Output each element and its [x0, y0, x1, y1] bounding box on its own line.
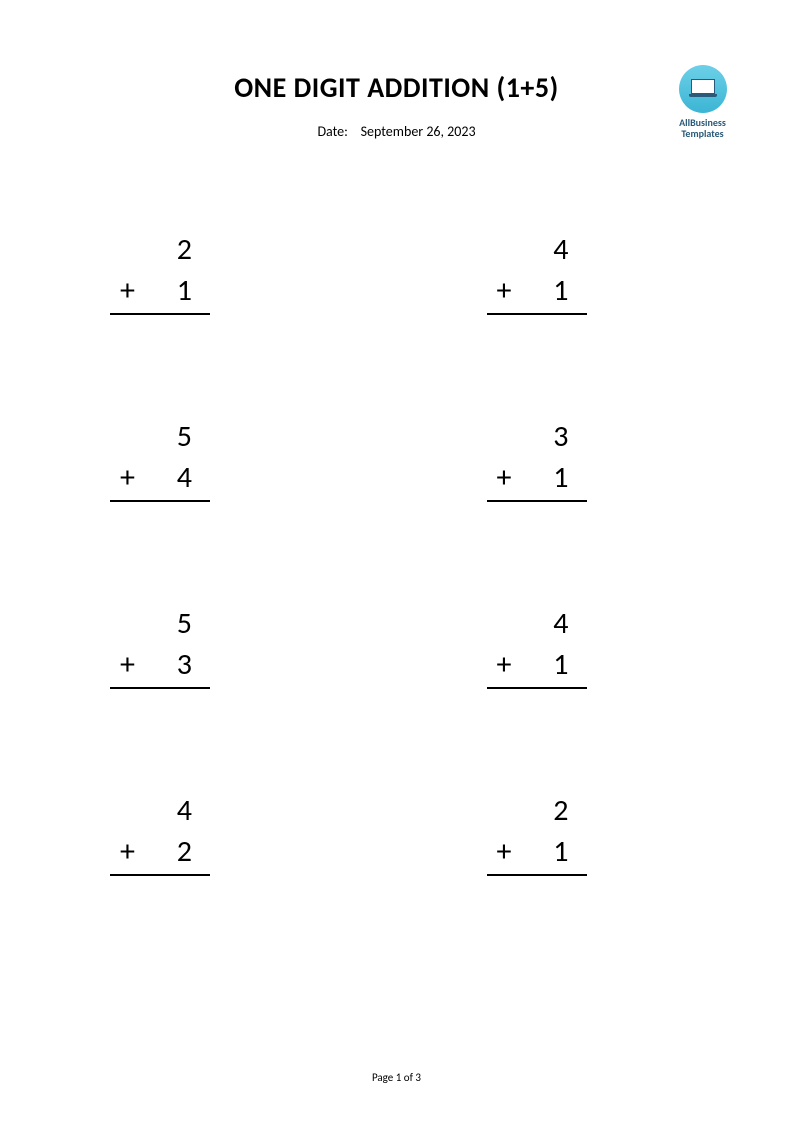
problem-bottom-row: +1: [110, 271, 210, 316]
plus-sign: +: [120, 832, 135, 873]
problem-bottom-number: 1: [511, 458, 568, 499]
problem-bottom-row: +3: [110, 645, 210, 690]
plus-sign: +: [120, 271, 135, 312]
problems-container: 2+14+15+43+15+34+14+22+1: [0, 140, 793, 876]
problem-bottom-number: 4: [135, 458, 192, 499]
problem-bottom-number: 1: [511, 271, 568, 312]
addition-problem: 3+1: [487, 417, 587, 502]
problem-top-number: 3: [487, 417, 587, 458]
addition-problem: 2+1: [487, 791, 587, 876]
logo-text: AllBusiness Templates: [660, 117, 745, 139]
problem-top-number: 2: [487, 791, 587, 832]
problem-top-number: 4: [487, 230, 587, 271]
page-footer: Page 1 of 3: [0, 1071, 793, 1084]
problem-top-number: 4: [487, 604, 587, 645]
plus-sign: +: [497, 832, 512, 873]
problem-bottom-row: +1: [487, 271, 587, 316]
problem-bottom-row: +1: [487, 832, 587, 877]
problem-top-number: 4: [110, 791, 210, 832]
addition-problem: 2+1: [110, 230, 210, 315]
plus-sign: +: [120, 458, 135, 499]
date-value: September 26, 2023: [361, 123, 476, 140]
problem-bottom-number: 2: [135, 832, 192, 873]
date-label: Date:: [317, 123, 347, 140]
problem-top-number: 5: [110, 417, 210, 458]
problem-bottom-number: 1: [135, 271, 192, 312]
plus-sign: +: [497, 271, 512, 312]
logo-circle-icon: [679, 65, 727, 113]
problem-bottom-row: +2: [110, 832, 210, 877]
plus-sign: +: [497, 645, 512, 686]
addition-problem: 4+1: [487, 230, 587, 315]
problem-bottom-row: +1: [487, 645, 587, 690]
problem-bottom-number: 1: [511, 645, 568, 686]
problem-bottom-row: +1: [487, 458, 587, 503]
addition-problem: 5+4: [110, 417, 210, 502]
problems-grid: 2+14+15+43+15+34+14+22+1: [110, 230, 683, 876]
problem-bottom-row: +4: [110, 458, 210, 503]
problem-bottom-number: 3: [135, 645, 192, 686]
addition-problem: 5+3: [110, 604, 210, 689]
problem-top-number: 5: [110, 604, 210, 645]
page-number: Page 1 of 3: [372, 1071, 421, 1084]
laptop-icon: [689, 79, 717, 99]
brand-logo: AllBusiness Templates: [660, 65, 745, 139]
addition-problem: 4+2: [110, 791, 210, 876]
problem-bottom-number: 1: [511, 832, 568, 873]
plus-sign: +: [120, 645, 135, 686]
plus-sign: +: [497, 458, 512, 499]
addition-problem: 4+1: [487, 604, 587, 689]
problem-top-number: 2: [110, 230, 210, 271]
